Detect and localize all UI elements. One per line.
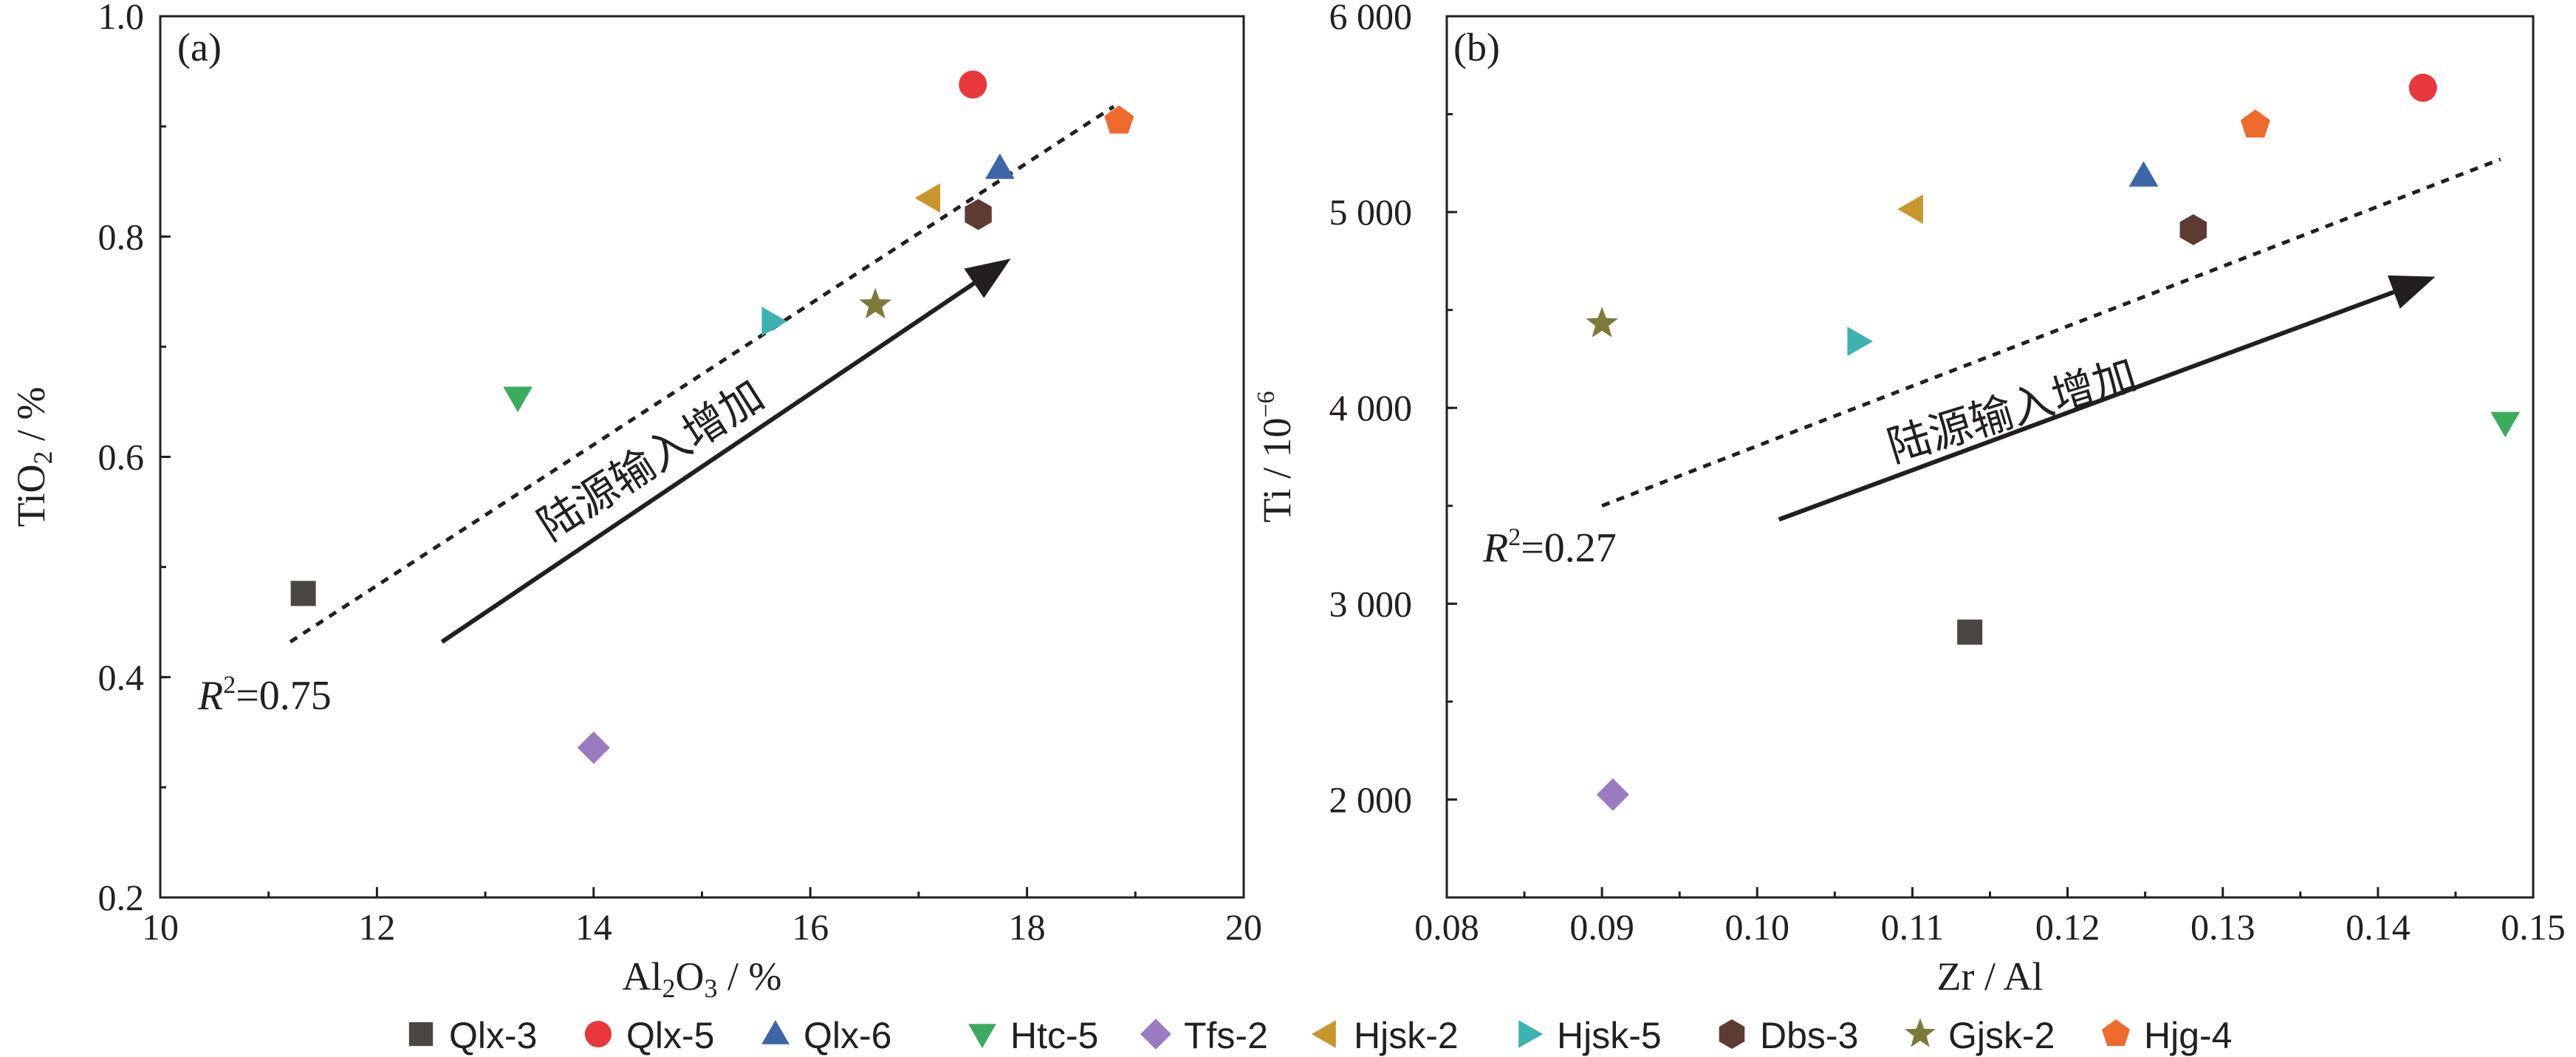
- data-point-hjsk-2: [914, 183, 941, 213]
- x-tick-label: 14: [575, 906, 612, 948]
- data-point-qlx-6: [985, 153, 1015, 179]
- x-tick-label: 0.09: [1569, 906, 1634, 948]
- data-point-qlx-3: [1957, 619, 1983, 645]
- data-point-htc-5: [2490, 411, 2521, 438]
- legend-label: Dbs-3: [1760, 1015, 1858, 1056]
- data-point-qlx-6: [2128, 161, 2159, 187]
- legend-marker-qlx-3: [408, 1022, 434, 1047]
- legend-label: Qlx-3: [449, 1015, 537, 1056]
- legend-marker-dbs-3: [1719, 1019, 1745, 1049]
- data-point-tfs-2: [1596, 778, 1629, 811]
- legend-label: Hjsk-2: [1354, 1015, 1459, 1056]
- data-point-dbs-3: [2179, 214, 2207, 245]
- data-point-gjsk-2: [859, 287, 892, 319]
- x-axis-label: Zr / Al: [1937, 954, 2044, 999]
- legend-marker-hjsk-2: [1312, 1020, 1336, 1048]
- y-tick-label: 0.4: [98, 657, 145, 698]
- legend-marker-tfs-2: [1140, 1019, 1171, 1050]
- y-tick-label: 0.6: [98, 437, 145, 478]
- legend: Qlx-3 Qlx-5 Qlx-6 Htc-5 Tfs-2 Hjsk-2 Hjsk-5 Dbs…: [408, 1015, 2232, 1056]
- trend-arrow-shaft: [440, 281, 976, 644]
- panel-a: 10 12 14 16 18 20 0.2 0.4 0.6 0.8 1.0 Al2O3 / % TiO2…: [9, 0, 1262, 1003]
- legend-marker-htc-5: [968, 1024, 996, 1048]
- y-tick-label: 0.8: [98, 216, 145, 257]
- x-tick-label: 0.15: [2501, 906, 2566, 948]
- data-point-hjg-4: [1104, 105, 1134, 134]
- y-tick-label: 0.2: [98, 877, 145, 918]
- x-tick-label: 0.13: [2190, 906, 2255, 948]
- legend-marker-hjg-4: [2102, 1019, 2130, 1047]
- legend-marker-hjsk-5: [1518, 1020, 1543, 1048]
- legend-marker-qlx-6: [761, 1020, 789, 1044]
- x-tick-label: 20: [1225, 906, 1262, 948]
- legend-marker-gjsk-2: [1905, 1018, 1936, 1047]
- x-tick-label: 16: [792, 906, 829, 948]
- x-tick-label: 0.14: [2346, 906, 2411, 948]
- data-point-hjg-4: [2240, 109, 2270, 138]
- trend-line: [289, 105, 1115, 644]
- x-tick-label: 0.08: [1414, 906, 1479, 948]
- r-squared-label: R2=0.75: [197, 671, 332, 719]
- data-point-hjsk-5: [1847, 326, 1873, 356]
- data-point-gjsk-2: [1586, 307, 1618, 338]
- plot-frame: [1445, 15, 2535, 899]
- y-tick-label: 1.0: [98, 0, 145, 37]
- y-axis-label: Ti / 10−6: [1253, 391, 1299, 522]
- trend-annotation: 陆源输入增加: [529, 370, 773, 550]
- y-tick-label: 6 000: [1329, 0, 1413, 37]
- data-point-htc-5: [503, 386, 532, 412]
- trend-arrow-shaft: [1778, 290, 2395, 522]
- x-tick-label: 18: [1009, 906, 1046, 948]
- panel-label: (a): [177, 25, 222, 69]
- x-tick-label: 12: [358, 906, 395, 948]
- legend-label: Qlx-5: [626, 1015, 714, 1056]
- trend-arrow-head: [2388, 275, 2436, 309]
- r-squared-label: R2=0.27: [1482, 524, 1617, 571]
- legend-label: Qlx-6: [804, 1015, 891, 1056]
- y-tick-label: 4 000: [1329, 387, 1413, 428]
- y-tick-label: 2 000: [1329, 779, 1413, 820]
- legend-label: Gjsk-2: [1948, 1015, 2055, 1056]
- legend-label: Htc-5: [1010, 1015, 1098, 1056]
- data-point-dbs-3: [965, 199, 992, 230]
- data-point-qlx-5: [959, 70, 987, 99]
- data-point-qlx-5: [2408, 73, 2437, 102]
- trend-line: [1601, 157, 2501, 508]
- data-point-hjsk-5: [761, 307, 787, 336]
- trend-arrow-head: [964, 259, 1011, 298]
- y-axis-label: TiO2 / %: [9, 386, 58, 527]
- legend-marker-qlx-5: [584, 1020, 612, 1048]
- data-point-hjsk-2: [1897, 194, 1923, 225]
- panel-label: (b): [1453, 25, 1500, 69]
- data-point-qlx-3: [290, 581, 316, 606]
- x-tick-label: 0.10: [1725, 906, 1790, 948]
- x-tick-label: 10: [142, 906, 179, 948]
- x-tick-label: 0.12: [2035, 906, 2100, 948]
- trend-annotation: 陆源输入增加: [1882, 349, 2142, 472]
- y-tick-label: 5 000: [1329, 191, 1413, 233]
- panel-b: 0.08 0.09 0.10 0.11 0.12 0.13 0.14 0.15 2 000 3 0…: [1253, 0, 2566, 999]
- x-tick-label: 0.11: [1881, 906, 1945, 948]
- legend-label: Hjg-4: [2144, 1015, 2232, 1056]
- legend-label: Tfs-2: [1184, 1015, 1268, 1056]
- x-axis-label: Al2O3 / %: [623, 954, 782, 1003]
- data-point-tfs-2: [577, 731, 610, 764]
- legend-label: Hjsk-5: [1557, 1015, 1662, 1056]
- y-tick-label: 3 000: [1329, 583, 1413, 624]
